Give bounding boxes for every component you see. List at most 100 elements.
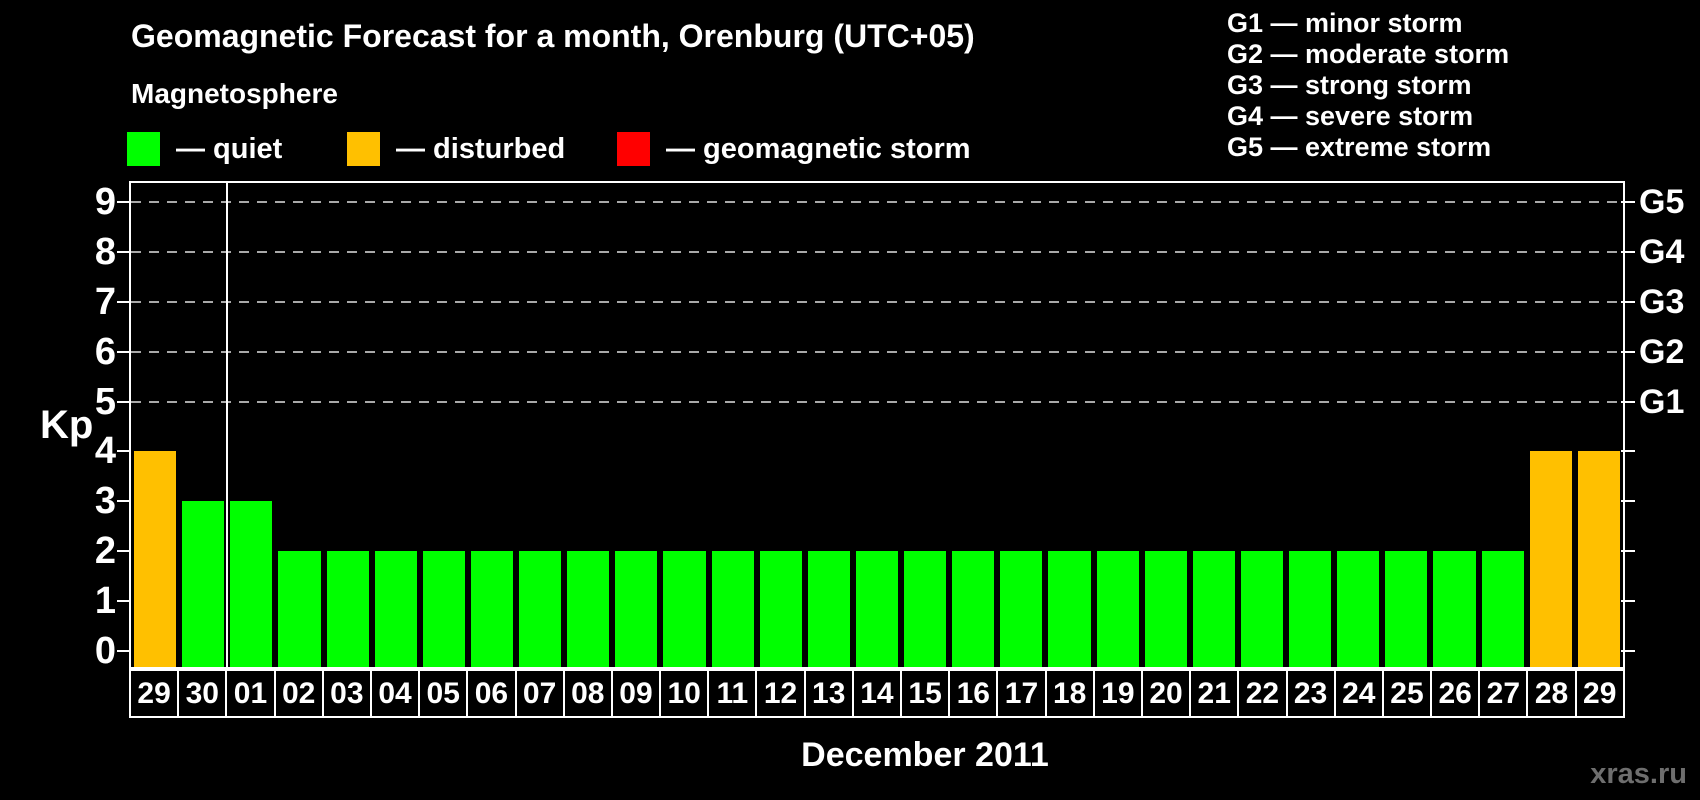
legend-label-disturbed: — disturbed <box>396 132 566 165</box>
day-cell-29: 29 <box>1574 671 1623 716</box>
bar-day-25 <box>1385 551 1428 667</box>
bar-day-21 <box>1192 551 1235 667</box>
storm-scale-line-2: G2 — moderate storm <box>1227 39 1510 69</box>
right-axis-label-g1: G1 <box>1639 382 1685 421</box>
bar-day-03 <box>326 551 369 667</box>
y-tick-label-7: 7 <box>94 280 116 323</box>
x-axis-day-labels: 29 30 01 02 03 04 05 06 07 08 09 10 11 12 13 14 15 16 17 18… <box>129 669 1625 718</box>
bar-day-15 <box>904 551 947 667</box>
left-tick-8 <box>117 250 131 253</box>
day-cell-03: 03 <box>321 671 370 716</box>
legend-swatch-quiet <box>127 132 160 166</box>
gridline-kp-6 <box>131 350 1623 353</box>
day-cell-10: 10 <box>659 671 707 716</box>
y-tick-label-8: 8 <box>94 230 116 273</box>
day-cell-05: 05 <box>418 671 466 716</box>
y-tick-label-2: 2 <box>94 530 116 573</box>
y-tick-label-9: 9 <box>94 180 116 223</box>
left-tick-0 <box>117 650 131 653</box>
gridline-kp-5 <box>131 400 1623 403</box>
day-cell-14: 14 <box>851 671 900 716</box>
bar-day-09 <box>615 551 658 667</box>
month-separator <box>226 183 229 667</box>
day-cell-22: 22 <box>1237 671 1285 716</box>
bar-day-16 <box>952 551 995 667</box>
right-tick-6 <box>1621 350 1635 353</box>
bar-day-18 <box>1048 551 1091 667</box>
day-cell-28: 28 <box>1526 671 1574 716</box>
y-tick-label-3: 3 <box>94 480 116 523</box>
legend-item-disturbed: — disturbed <box>347 131 565 167</box>
day-cell-07: 07 <box>514 671 563 716</box>
day-cell-26: 26 <box>1430 671 1478 716</box>
chart-title: Geomagnetic Forecast for a month, Orenbu… <box>131 18 975 54</box>
day-cell-11: 11 <box>707 671 755 716</box>
legend-label-quiet: — quiet <box>176 132 283 165</box>
y-tick-label-5: 5 <box>94 380 116 423</box>
right-tick-1 <box>1621 600 1635 603</box>
day-cell-19: 19 <box>1092 671 1141 716</box>
right-axis-label-g3: G3 <box>1639 282 1685 321</box>
bar-day-20 <box>1144 551 1187 667</box>
left-tick-2 <box>117 550 131 553</box>
bar-day-26 <box>1433 551 1476 667</box>
day-cell-12: 12 <box>755 671 803 716</box>
y-tick-label-6: 6 <box>94 330 116 373</box>
bar-day-12 <box>759 551 802 667</box>
legend-label-storm: — geomagnetic storm <box>666 132 971 165</box>
bar-day-02 <box>278 551 321 667</box>
left-tick-7 <box>117 300 131 303</box>
day-cell-18: 18 <box>1044 671 1093 716</box>
y-tick-label-1: 1 <box>94 580 116 623</box>
x-axis-title: December 2011 <box>801 736 1049 774</box>
right-tick-0 <box>1621 650 1635 653</box>
legend-swatch-storm <box>617 132 650 166</box>
storm-scale-line-1: G1 — minor storm <box>1227 8 1463 38</box>
plot-area <box>129 181 1625 669</box>
day-cell-02: 02 <box>273 671 322 716</box>
left-tick-6 <box>117 350 131 353</box>
bar-day-06 <box>470 551 514 667</box>
gridline-kp-8 <box>131 250 1623 253</box>
bar-day-24 <box>1337 551 1380 667</box>
right-tick-8 <box>1621 250 1635 253</box>
left-tick-5 <box>117 400 131 403</box>
bar-day-23 <box>1289 551 1332 667</box>
watermark: xras.ru <box>1590 758 1687 790</box>
day-cell-01: 01 <box>225 671 273 716</box>
legend-swatch-disturbed <box>347 132 380 166</box>
magnetosphere-label: Magnetosphere <box>131 78 338 109</box>
day-cell-20: 20 <box>1140 671 1189 716</box>
right-tick-3 <box>1621 500 1635 503</box>
bar-day-28 <box>1529 451 1572 667</box>
bar-day-29 <box>134 451 177 667</box>
bar-day-04 <box>374 551 417 667</box>
bar-day-10 <box>663 551 706 667</box>
day-cell-09: 09 <box>610 671 659 716</box>
day-cell-15: 15 <box>900 671 948 716</box>
bar-day-05 <box>422 551 465 667</box>
storm-scale-line-5: G5 — extreme storm <box>1227 132 1492 162</box>
bar-day-29 <box>1577 451 1620 667</box>
day-cell-13: 13 <box>803 671 852 716</box>
bar-day-01 <box>230 501 273 667</box>
y-axis-title: Kp <box>40 403 94 447</box>
y-tick-label-4: 4 <box>94 430 116 473</box>
left-tick-4 <box>117 450 131 453</box>
bar-day-30 <box>182 501 225 667</box>
day-cell-23: 23 <box>1285 671 1334 716</box>
gridline-kp-9 <box>131 200 1623 203</box>
storm-scale-line-3: G3 — strong storm <box>1227 70 1472 100</box>
right-tick-7 <box>1621 300 1635 303</box>
bar-day-14 <box>855 551 899 667</box>
bar-day-08 <box>567 551 610 667</box>
bar-day-11 <box>711 551 754 667</box>
bar-day-19 <box>1096 551 1139 667</box>
right-tick-9 <box>1621 200 1635 203</box>
day-cell-08: 08 <box>562 671 611 716</box>
day-cell-17: 17 <box>996 671 1044 716</box>
bar-day-17 <box>1000 551 1043 667</box>
right-axis-label-g4: G4 <box>1639 232 1685 271</box>
bar-day-22 <box>1240 551 1284 667</box>
